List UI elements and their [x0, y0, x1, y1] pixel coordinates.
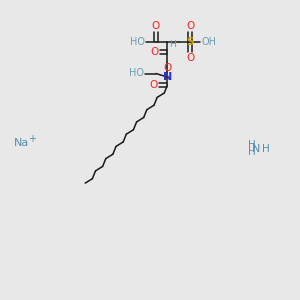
Text: S: S [187, 37, 194, 47]
Text: O: O [151, 47, 159, 57]
Text: OH: OH [201, 37, 216, 47]
Text: O: O [186, 21, 194, 31]
Text: O: O [152, 21, 160, 31]
Text: H: H [262, 143, 270, 154]
Text: H: H [248, 140, 256, 150]
Text: N: N [163, 72, 172, 82]
Text: +: + [28, 134, 36, 145]
Text: O: O [163, 63, 172, 73]
Text: Na: Na [14, 137, 29, 148]
Text: O: O [186, 53, 194, 63]
Text: H: H [248, 147, 256, 158]
Text: N: N [252, 143, 261, 154]
Text: HO: HO [129, 68, 144, 79]
Text: HO: HO [130, 37, 145, 47]
Text: O: O [150, 80, 158, 90]
Text: H: H [169, 40, 176, 49]
